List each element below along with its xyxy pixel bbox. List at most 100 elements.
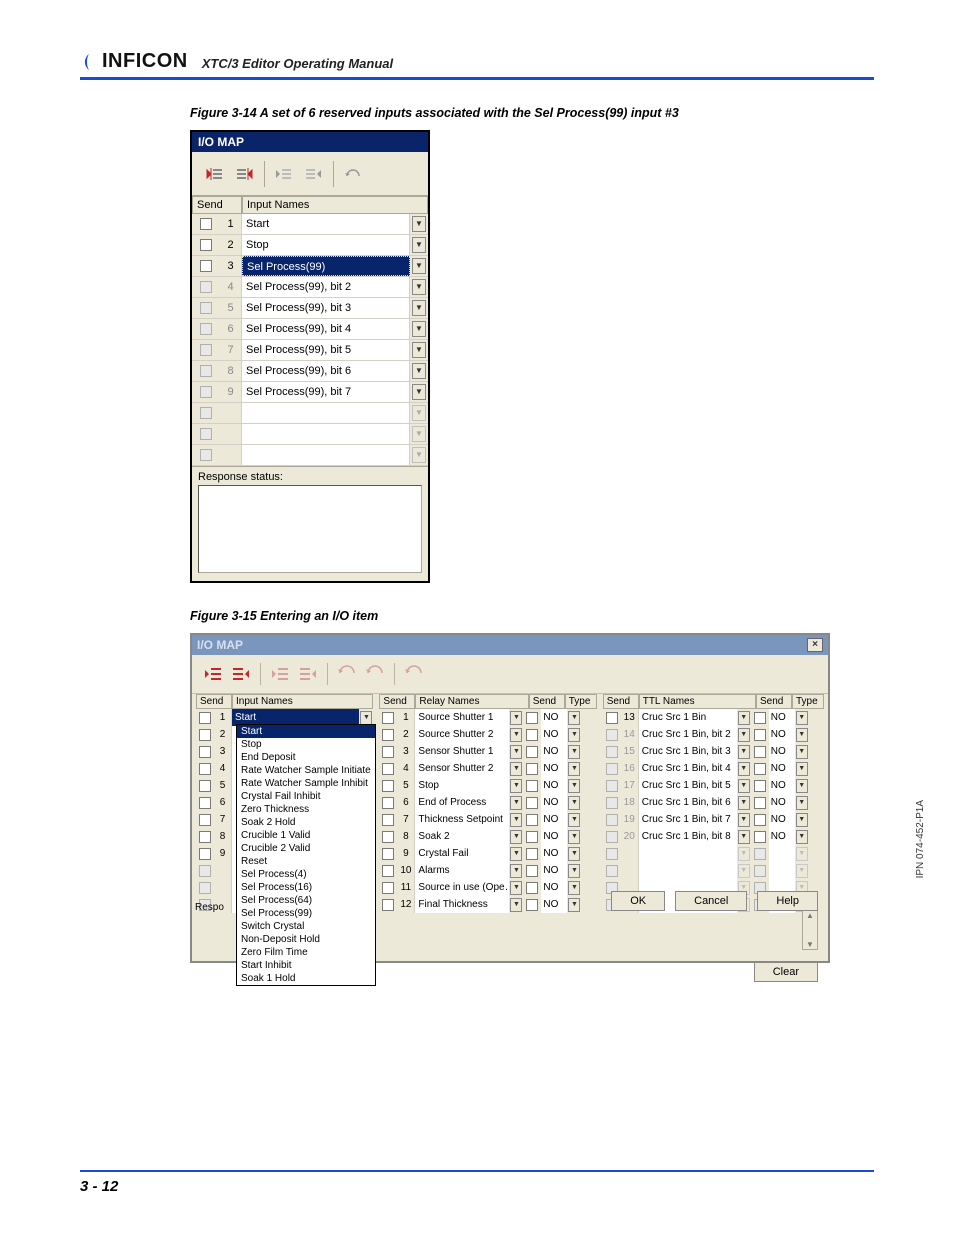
- toolbar-btn-undo[interactable]: [340, 161, 366, 187]
- dropdown-option[interactable]: Sel Process(64): [237, 894, 375, 907]
- relay-type[interactable]: NO: [541, 879, 567, 896]
- ttl-type[interactable]: NO: [769, 726, 795, 743]
- send-checkbox[interactable]: [379, 896, 397, 913]
- type-dropdown-btn[interactable]: ▼: [795, 845, 809, 862]
- dropdown-option[interactable]: End Deposit: [237, 751, 375, 764]
- dropdown-btn[interactable]: ▼: [509, 794, 523, 811]
- scrollbar-stub[interactable]: ▲▼: [802, 910, 818, 950]
- send-checkbox[interactable]: [196, 811, 214, 828]
- ttl-name[interactable]: Cruc Src 1 Bin: [639, 709, 737, 726]
- input-name[interactable]: Stop: [242, 235, 410, 255]
- dropdown-btn[interactable]: ▼: [410, 361, 428, 381]
- send-checkbox[interactable]: [192, 403, 220, 423]
- send-checkbox[interactable]: [379, 879, 397, 896]
- relay-type[interactable]: NO: [541, 896, 567, 913]
- help-button[interactable]: Help: [757, 891, 818, 911]
- dropdown-option[interactable]: Start: [237, 725, 375, 738]
- send-checkbox[interactable]: [603, 760, 621, 777]
- send-checkbox[interactable]: [379, 709, 397, 726]
- ttl-type[interactable]: NO: [769, 794, 795, 811]
- ttl-name[interactable]: Cruc Src 1 Bin, bit 3: [639, 743, 737, 760]
- send-checkbox[interactable]: [379, 811, 397, 828]
- type-dropdown-btn[interactable]: ▼: [795, 811, 809, 828]
- input-name[interactable]: Sel Process(99): [242, 256, 410, 276]
- dropdown-option[interactable]: Zero Film Time: [237, 946, 375, 959]
- type-dropdown-btn[interactable]: ▼: [567, 811, 581, 828]
- relay-name[interactable]: Thickness Setpoint: [415, 811, 509, 828]
- toolbar-undo-sel[interactable]: [364, 663, 386, 685]
- cancel-button[interactable]: Cancel: [675, 891, 747, 911]
- type-dropdown-btn[interactable]: ▼: [567, 879, 581, 896]
- dropdown-option[interactable]: Sel Process(16): [237, 881, 375, 894]
- dropdown-btn[interactable]: ▼: [410, 403, 428, 423]
- send-checkbox-2[interactable]: [523, 760, 541, 777]
- relay-name[interactable]: Crystal Fail: [415, 845, 509, 862]
- dropdown-btn[interactable]: ▼: [509, 811, 523, 828]
- send-checkbox-2[interactable]: [751, 777, 769, 794]
- type-dropdown-btn[interactable]: ▼: [567, 777, 581, 794]
- type-dropdown-btn[interactable]: ▼: [567, 794, 581, 811]
- dropdown-option[interactable]: Zero Thickness: [237, 803, 375, 816]
- relay-type[interactable]: NO: [541, 760, 567, 777]
- send-checkbox[interactable]: [196, 879, 214, 896]
- input-dropdown-list[interactable]: StartStopEnd DepositRate Watcher Sample …: [236, 724, 376, 986]
- dropdown-btn[interactable]: ▼: [509, 862, 523, 879]
- ttl-type[interactable]: NO: [769, 709, 795, 726]
- send-checkbox-2[interactable]: [523, 709, 541, 726]
- ttl-type[interactable]: NO: [769, 777, 795, 794]
- dropdown-btn[interactable]: ▼: [509, 896, 523, 913]
- send-checkbox[interactable]: [603, 845, 621, 862]
- send-checkbox-2[interactable]: [751, 743, 769, 760]
- dropdown-option[interactable]: Non-Deposit Hold: [237, 933, 375, 946]
- dropdown-btn[interactable]: ▼: [737, 777, 751, 794]
- dropdown-btn[interactable]: ▼: [410, 424, 428, 444]
- send-checkbox[interactable]: [192, 298, 220, 318]
- dropdown-option[interactable]: Soak 1 Hold: [237, 972, 375, 985]
- send-checkbox-2[interactable]: [751, 845, 769, 862]
- dropdown-btn[interactable]: ▼: [737, 845, 751, 862]
- ttl-type[interactable]: [769, 845, 795, 862]
- send-checkbox[interactable]: [192, 382, 220, 402]
- ok-button[interactable]: OK: [611, 891, 665, 911]
- relay-name[interactable]: Sensor Shutter 2: [415, 760, 509, 777]
- send-checkbox[interactable]: [196, 760, 214, 777]
- send-checkbox-2[interactable]: [751, 760, 769, 777]
- ttl-type[interactable]: NO: [769, 760, 795, 777]
- send-checkbox[interactable]: [192, 256, 220, 276]
- dropdown-btn[interactable]: ▼: [509, 743, 523, 760]
- dropdown-btn[interactable]: ▼: [410, 445, 428, 465]
- ttl-name[interactable]: [639, 845, 737, 862]
- send-checkbox-2[interactable]: [523, 862, 541, 879]
- type-dropdown-btn[interactable]: ▼: [795, 709, 809, 726]
- dropdown-option[interactable]: Crucible 2 Valid: [237, 842, 375, 855]
- relay-type[interactable]: NO: [541, 845, 567, 862]
- send-checkbox[interactable]: [603, 777, 621, 794]
- dropdown-option[interactable]: Start Inhibit: [237, 959, 375, 972]
- input-name[interactable]: Sel Process(99), bit 2: [242, 277, 410, 297]
- type-dropdown-btn[interactable]: ▼: [795, 726, 809, 743]
- send-checkbox[interactable]: [196, 862, 214, 879]
- dropdown-btn[interactable]: ▼: [410, 319, 428, 339]
- send-checkbox[interactable]: [379, 862, 397, 879]
- ttl-name[interactable]: Cruc Src 1 Bin, bit 5: [639, 777, 737, 794]
- send-checkbox[interactable]: [603, 811, 621, 828]
- send-checkbox[interactable]: [603, 743, 621, 760]
- relay-name[interactable]: Source Shutter 1: [415, 709, 509, 726]
- send-checkbox[interactable]: [379, 794, 397, 811]
- send-checkbox-2[interactable]: [523, 896, 541, 913]
- type-dropdown-btn[interactable]: ▼: [567, 743, 581, 760]
- send-checkbox[interactable]: [379, 760, 397, 777]
- dropdown-btn[interactable]: ▼: [509, 709, 523, 726]
- relay-name[interactable]: Soak 2: [415, 828, 509, 845]
- toolbar-btn[interactable]: [269, 663, 291, 685]
- type-dropdown-btn[interactable]: ▼: [567, 862, 581, 879]
- send-checkbox[interactable]: [379, 743, 397, 760]
- dropdown-btn[interactable]: ▼: [410, 298, 428, 318]
- toolbar-btn[interactable]: [202, 663, 224, 685]
- send-checkbox[interactable]: [603, 862, 621, 879]
- type-dropdown-btn[interactable]: ▼: [567, 896, 581, 913]
- toolbar-btn-sel-right[interactable]: [301, 161, 327, 187]
- dropdown-btn[interactable]: ▼: [737, 862, 751, 879]
- dropdown-option[interactable]: Crystal Fail Inhibit: [237, 790, 375, 803]
- dropdown-btn[interactable]: ▼: [737, 794, 751, 811]
